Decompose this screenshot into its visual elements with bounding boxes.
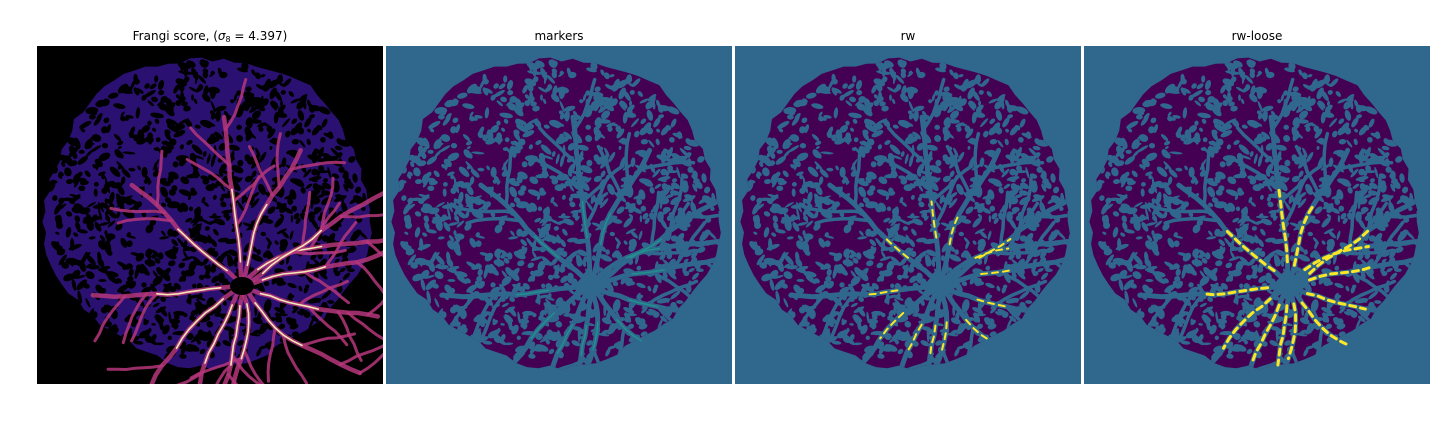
label-texture xyxy=(396,59,721,370)
rw-canvas xyxy=(735,46,1081,384)
frangi-title-suffix: = 4.397) xyxy=(230,29,288,43)
markers-panel-title: markers xyxy=(534,29,584,43)
frangi-score-image xyxy=(37,46,383,384)
label-texture xyxy=(1094,59,1419,370)
vessel-labels xyxy=(864,200,1014,357)
frangi-title-prefix: Frangi score, ( xyxy=(132,29,218,43)
rw-loose-image xyxy=(1084,46,1430,384)
frangi-vessels xyxy=(90,78,383,384)
sigma-symbol: σ xyxy=(217,29,226,43)
sigma-subscript: 8 xyxy=(225,35,231,44)
vessel-labels xyxy=(1202,188,1374,367)
markers-canvas xyxy=(386,46,732,384)
rw-loose-panel-title: rw-loose xyxy=(1231,29,1283,43)
frangi-panel-title: Frangi score, (σ8 = 4.397) xyxy=(37,28,383,48)
rw-loose-canvas xyxy=(1084,46,1430,384)
markers-image xyxy=(386,46,732,384)
rw-image xyxy=(735,46,1081,384)
rw-panel-title: rw xyxy=(900,29,916,43)
vessel-labels xyxy=(515,200,665,356)
frangi-score-canvas xyxy=(37,46,383,384)
